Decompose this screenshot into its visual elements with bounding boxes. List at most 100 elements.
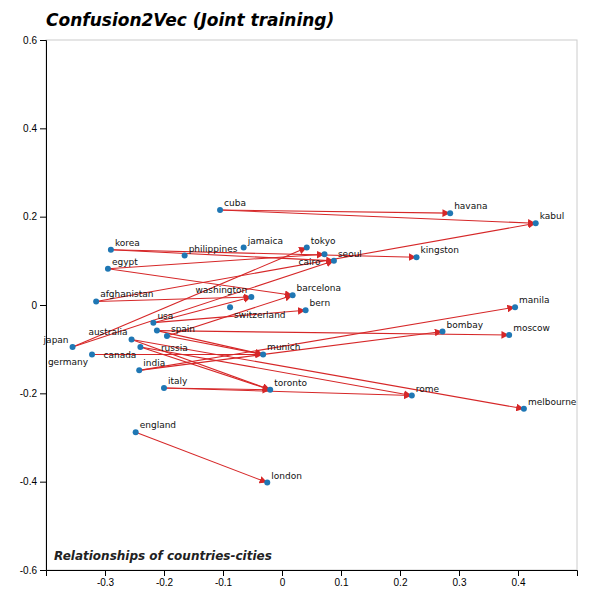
point-label: egypt [112, 257, 138, 267]
point [447, 210, 453, 216]
point-label: italy [168, 376, 188, 386]
x-tick-mark [459, 570, 460, 576]
point-label: kingston [421, 245, 460, 255]
x-tick-label: 0.1 [335, 577, 349, 588]
y-tick: -0.2 [20, 388, 46, 399]
point [264, 480, 270, 486]
point-label: munich [267, 342, 300, 352]
point [133, 429, 139, 435]
point-label: australia [88, 327, 127, 337]
point-label: japan [43, 335, 69, 345]
point [241, 245, 247, 251]
point-label: switzerland [234, 310, 285, 320]
x-tick: 0.1 [335, 570, 349, 588]
x-tick-mark [400, 570, 401, 576]
subtitle: Relationships of countries-cities [54, 549, 272, 563]
point [182, 253, 188, 259]
y-tick-label: 0.6 [23, 35, 37, 46]
x-tick: -0.1 [215, 570, 233, 588]
x-axis-line [47, 571, 578, 577]
point [248, 294, 254, 300]
point-label: usa [157, 311, 173, 321]
y-tick-mark [40, 305, 46, 306]
x-tick-mark [282, 570, 283, 576]
point [137, 344, 143, 350]
point [161, 385, 167, 391]
arrow [132, 339, 524, 408]
arrow [167, 295, 293, 336]
y-tick: 0.2 [23, 211, 46, 222]
y-tick-mark [40, 40, 46, 41]
x-tick: 0.3 [453, 570, 467, 588]
point [108, 247, 114, 253]
arrow [73, 261, 334, 347]
point [136, 367, 142, 373]
x-tick: 0.4 [512, 570, 526, 588]
point-label: london [271, 471, 302, 481]
y-tick-mark [40, 482, 46, 483]
point-label: spain [171, 324, 195, 334]
y-tick-mark [40, 217, 46, 218]
arrow [139, 332, 442, 371]
point-label: cairo [298, 257, 320, 267]
x-axis: -0.3-0.2-0.100.10.20.30.4 [47, 570, 578, 588]
y-tick-label: 0.4 [23, 123, 37, 134]
x-tick-label: -0.1 [215, 577, 233, 588]
point [439, 329, 445, 335]
y-tick-label: 0.2 [23, 211, 37, 222]
y-tick-label: 0 [31, 300, 37, 311]
point-labels: cubahavanakabulkoreaphilippinesjamaicato… [43, 198, 577, 481]
arrow [73, 248, 307, 347]
chart: -0.3-0.2-0.100.10.20.30.4-0.6-0.4-0.200.… [0, 0, 593, 600]
point-label: washington [195, 285, 247, 295]
y-tick-mark [40, 128, 46, 129]
arrow [111, 250, 417, 258]
y-tick-mark [40, 393, 46, 394]
y-tick-mark [40, 570, 46, 571]
plot: -0.3-0.2-0.100.10.20.30.4-0.6-0.4-0.200.… [20, 35, 578, 588]
point-label: tokyo [311, 236, 336, 246]
x-tick-mark [105, 570, 106, 576]
point [89, 351, 95, 357]
x-tick-mark [223, 570, 224, 576]
y-tick: -0.6 [20, 565, 46, 576]
point [303, 307, 309, 313]
x-tick-label: 0.4 [512, 577, 526, 588]
point-label: toronto [274, 378, 307, 388]
x-tick-label: -0.3 [97, 577, 115, 588]
point [105, 266, 111, 272]
x-tick-mark [164, 570, 165, 576]
y-tick: 0.4 [23, 123, 46, 134]
point-label: canada [103, 350, 136, 360]
point [154, 328, 160, 334]
point [533, 220, 539, 226]
point-label: bombay [446, 320, 483, 330]
point-label: germany [48, 357, 89, 367]
point [70, 344, 76, 350]
point-label: philippines [189, 244, 238, 254]
y-axis-line [40, 41, 47, 571]
point-label: russia [161, 343, 188, 353]
point [512, 304, 518, 310]
x-tick-mark [518, 570, 519, 576]
x-tick: -0.3 [97, 570, 115, 588]
point [506, 332, 512, 338]
point [260, 351, 266, 357]
point-label: cuba [224, 198, 246, 208]
point [150, 320, 156, 326]
point-label: kabul [540, 211, 565, 221]
arrow [136, 432, 268, 482]
point-label: melbourne [528, 397, 577, 407]
point-label: moscow [513, 323, 550, 333]
point [304, 245, 310, 251]
y-axis: -0.6-0.4-0.200.20.40.6 [20, 35, 47, 576]
point [290, 292, 296, 298]
point-label: india [143, 358, 165, 368]
plot-frame [46, 40, 577, 570]
points [70, 207, 539, 486]
point [414, 254, 420, 260]
arrow [132, 339, 271, 389]
x-tick-mark [341, 570, 342, 576]
point-label: korea [115, 238, 140, 248]
arrow [164, 388, 412, 396]
